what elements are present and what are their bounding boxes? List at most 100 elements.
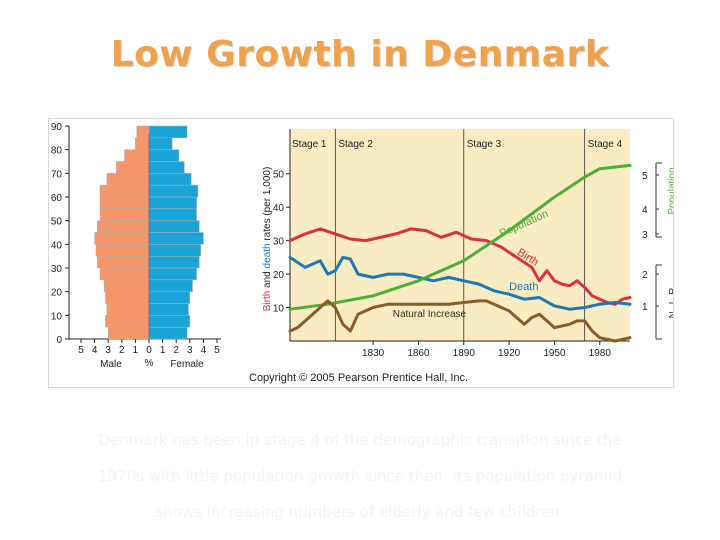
dtm-x-tick-label: 1950 bbox=[543, 348, 566, 359]
pyramid-female-bar bbox=[148, 125, 188, 139]
dtm-population-tick-label: 3 bbox=[642, 230, 648, 241]
pyramid-female-bar bbox=[148, 161, 185, 174]
pyramid-female-bar bbox=[148, 149, 180, 162]
caption-line: 1970s with little population growth sinc… bbox=[97, 467, 623, 485]
slide-title: Low Growth in Denmark bbox=[110, 34, 610, 75]
pyramid-y-tick-label: 90 bbox=[51, 122, 63, 133]
pyramid-x-tick-label: 4 bbox=[201, 345, 207, 356]
dtm-x-tick-label: 1860 bbox=[407, 348, 430, 359]
pyramid-male-label: Male bbox=[100, 359, 122, 370]
pyramid-male-bar bbox=[106, 303, 150, 316]
pyramid-x-tick-label: 5 bbox=[214, 345, 220, 356]
pyramid-female-bar bbox=[148, 208, 197, 221]
pyramid-y-tick-label: 60 bbox=[51, 193, 63, 204]
copyright-text: Copyright © 2005 Pearson Prentice Hall, … bbox=[249, 372, 468, 384]
dtm-x-tick-label: 1980 bbox=[589, 348, 612, 359]
pyramid-male-bar bbox=[107, 326, 150, 340]
pyramid-female-bar bbox=[148, 267, 197, 281]
dtm-left-tick-label: 20 bbox=[273, 270, 285, 281]
pyramid-female-bar bbox=[148, 303, 189, 316]
dtm-left-tick-label: 50 bbox=[273, 170, 285, 181]
dtm-stage-band bbox=[290, 129, 630, 155]
dtm-left-axis-label-part: and bbox=[262, 268, 273, 287]
pyramid-x-tick-label: 2 bbox=[173, 345, 179, 356]
pyramid-male-bar bbox=[124, 149, 150, 162]
dtm-stage-label: Stage 1 bbox=[292, 139, 327, 150]
dtm-population-axis-label: Population bbox=[667, 167, 673, 214]
pyramid-female-bar bbox=[148, 232, 204, 245]
pyramid-female-bar bbox=[148, 291, 191, 304]
pyramid-female-bar bbox=[148, 173, 192, 186]
pyramid-y-tick-label: 20 bbox=[51, 288, 63, 299]
pyramid-male-bar bbox=[135, 137, 150, 150]
pyramid-x-tick-label: 2 bbox=[119, 345, 125, 356]
pyramid-x-tick-label: 4 bbox=[92, 345, 98, 356]
pyramid-female-label: Female bbox=[170, 359, 204, 370]
pyramid-y-tick-label: 70 bbox=[51, 169, 63, 180]
pyramid-x-tick-label: 3 bbox=[187, 345, 193, 356]
dtm-stage-label: Stage 2 bbox=[338, 139, 373, 150]
pyramid-male-bar bbox=[99, 208, 150, 221]
pyramid-x-tick-label: 0 bbox=[146, 345, 152, 356]
pyramid-x-tick-label: 3 bbox=[105, 345, 111, 356]
dtm-stage-label: Stage 3 bbox=[467, 139, 502, 150]
caption-line: shows increasing numbers of elderly and … bbox=[155, 503, 565, 521]
pyramid-male-bar bbox=[136, 125, 150, 139]
pyramid-y-tick-label: 0 bbox=[56, 335, 62, 346]
dtm-series-population bbox=[288, 163, 632, 311]
dtm-annotation-death: Death bbox=[509, 281, 538, 293]
dtm-nir-axis-label: N I R bbox=[668, 286, 673, 319]
pyramid-male-bar bbox=[99, 184, 150, 198]
dtm-x-tick-label: 1920 bbox=[498, 348, 521, 359]
caption-line: Denmark has been in stage 4 of the demog… bbox=[98, 431, 622, 449]
pyramid-male-bar bbox=[97, 220, 150, 233]
pyramid-male-bar bbox=[99, 196, 150, 210]
pyramid-y-tick-label: 10 bbox=[51, 311, 63, 322]
dtm-left-axis-label-part: rates (per 1,000) bbox=[262, 167, 273, 241]
pyramid-female-bar bbox=[148, 220, 200, 233]
demographic-transition-chart: Stage 1 Stage 2 Stage 3 Stage 4 10 20 30 40 50 18… bbox=[262, 129, 689, 359]
pyramid-y-tick-label: 30 bbox=[51, 264, 63, 275]
dtm-left-axis-label-part: death bbox=[262, 241, 273, 269]
dtm-annotation-natural-increase: Natural Increase bbox=[393, 309, 467, 320]
dtm-left-axis-label: Birth and death rates (per 1,000) bbox=[262, 167, 273, 312]
pyramid-male-bar bbox=[103, 279, 150, 292]
pyramid-male-bar bbox=[105, 291, 150, 304]
pyramid-x-tick-label: 1 bbox=[133, 345, 139, 356]
pyramid-x-tick-label: 5 bbox=[78, 345, 84, 356]
dtm-x-tick-label: 1890 bbox=[453, 348, 476, 359]
dtm-population-tick-label: 5 bbox=[642, 171, 648, 182]
pyramid-female-bar bbox=[148, 255, 200, 269]
dtm-series-birth bbox=[288, 227, 632, 306]
pyramid-male-bar bbox=[97, 255, 150, 269]
pyramid-female-bar bbox=[148, 137, 173, 150]
pyramid-female-bar bbox=[148, 279, 193, 292]
dtm-series-natural-increase bbox=[288, 299, 632, 343]
pyramid-y-tick-label: 80 bbox=[51, 146, 63, 157]
pyramid-male-bar bbox=[116, 161, 150, 174]
dtm-population-tick-label: 4 bbox=[642, 205, 648, 216]
dtm-stage-label: Stage 4 bbox=[588, 139, 623, 150]
pyramid-male-bar bbox=[106, 173, 150, 186]
dtm-series-death bbox=[288, 255, 632, 311]
dtm-nir-tick-label: 1 bbox=[642, 302, 648, 313]
pyramid-female-bar bbox=[148, 196, 197, 210]
pyramid-y-tick-label: 50 bbox=[51, 217, 63, 228]
dtm-left-tick-label: 40 bbox=[273, 203, 285, 214]
pyramid-x-tick-label: 1 bbox=[160, 345, 166, 356]
dtm-x-tick-label: 1830 bbox=[362, 348, 385, 359]
pyramid-percent-label: % bbox=[145, 358, 154, 369]
dtm-left-axis-label-part: Birth bbox=[262, 288, 273, 311]
figure-panel: 0 10 20 30 40 50 60 70 80 90 5 4 3 2 1 0 1 2 3 4 5 Male% Femal… bbox=[48, 118, 689, 388]
slide-caption: Denmark has been in stage 4 of the demog… bbox=[90, 422, 630, 530]
dtm-nir-tick-label: 2 bbox=[642, 270, 648, 281]
pyramid-female-bar bbox=[148, 244, 201, 257]
pyramid-male-bar bbox=[94, 232, 150, 245]
pyramid-female-bar bbox=[148, 184, 199, 198]
pyramid-male-bar bbox=[105, 315, 150, 328]
dtm-left-tick-label: 10 bbox=[273, 304, 285, 315]
pyramid-y-tick-label: 40 bbox=[51, 240, 63, 251]
pyramid-male-bar bbox=[95, 244, 150, 257]
